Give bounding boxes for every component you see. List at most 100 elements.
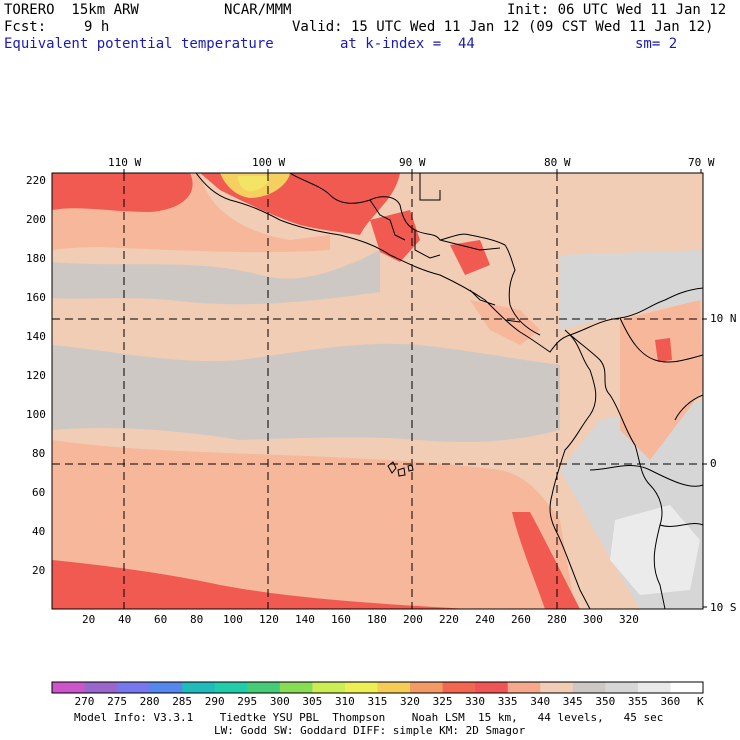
colorbar-swatch (149, 682, 183, 693)
plot-frame (51, 172, 704, 610)
field-patch-335-nw (52, 173, 193, 212)
colorbar-swatch (312, 682, 346, 693)
org-name: NCAR/MMM (224, 2, 292, 18)
valid-time: Valid: 15 UTC Wed 11 Jan 12 (09 CST Wed … (292, 19, 714, 35)
y-label: 120 (26, 369, 46, 382)
colorbar-swatch (670, 682, 704, 693)
x-label: 80 (190, 613, 204, 626)
x-label: 60 (154, 613, 168, 626)
forecast-hour: 9 h (84, 19, 110, 35)
x-label: 100 (223, 613, 243, 626)
colorbar-swatch (637, 682, 671, 693)
colorbar-label: 300 (269, 695, 290, 708)
colorbar-label: 350 (595, 695, 616, 708)
colorbar-swatch (52, 682, 86, 693)
lon-label-70w: 70 W (688, 156, 715, 169)
lat-label-10n: 10 N (710, 312, 737, 325)
colorbar-unit: K (697, 695, 704, 708)
field-patch-335-centam (370, 210, 420, 262)
colorbar-label: 320 (400, 695, 420, 708)
field-band-350-north (52, 250, 380, 305)
y-label: 160 (26, 291, 46, 304)
x-label: 240 (475, 613, 495, 626)
y-label: 220 (26, 174, 46, 187)
smoothing-label: sm= 2 (635, 36, 678, 52)
field-patch-340-colombia (620, 300, 703, 460)
colorbar-label: 270 (74, 695, 95, 708)
x-label: 260 (511, 613, 531, 626)
colorbar-label: 355 (627, 695, 648, 708)
colorbar-label: 280 (139, 695, 160, 708)
colorbar-swatch (475, 682, 509, 693)
field-patch-315 (238, 176, 270, 192)
model-name: TORERO 15km ARW (4, 2, 139, 18)
y-label: 200 (26, 213, 46, 226)
colorbar-label: 330 (465, 695, 486, 708)
model-info-line2: LW: Godd SW: Goddard DIFF: simple KM: 2D… (214, 724, 526, 737)
colorbar-label: 360 (660, 695, 681, 708)
x-label: 160 (331, 613, 351, 626)
forecast-label: Fcst: (4, 19, 47, 35)
lat-label-0: 0 (710, 457, 717, 470)
colorbar-label: 285 (172, 695, 193, 708)
colorbar-label: 310 (334, 695, 355, 708)
temperature-field (52, 173, 703, 609)
y-label: 60 (32, 486, 46, 499)
field-band-350-central (52, 343, 560, 442)
colorbar-label: 335 (497, 695, 518, 708)
colorbar-swatch (377, 682, 411, 693)
lon-label-90w: 90 W (399, 156, 426, 169)
field-title: Equivalent potential temperature (4, 36, 274, 52)
x-label: 180 (367, 613, 387, 626)
y-label: 140 (26, 330, 46, 343)
lat-lon-gridlines (52, 173, 703, 609)
axis-ticks (123, 169, 707, 608)
y-label: 40 (32, 525, 46, 538)
model-info-line1: Model Info: V3.3.1 Tiedtke YSU PBL Thomp… (74, 711, 664, 724)
field-band-335-south (52, 560, 470, 609)
field-band-340-south (52, 440, 575, 609)
colorbar-label: 295 (237, 695, 258, 708)
field-patch-355-east (560, 250, 703, 330)
x-label: 200 (403, 613, 423, 626)
lat-label-10s: 10 S (710, 601, 737, 614)
colorbar (51, 681, 704, 694)
colorbar-label: 340 (530, 695, 551, 708)
colorbar-label: 325 (432, 695, 453, 708)
colorbar-swatch (410, 682, 444, 693)
colorbar-label: 290 (204, 695, 225, 708)
colorbar-label: 275 (107, 695, 127, 708)
colorbar-swatch (442, 682, 476, 693)
colorbar-frame (51, 681, 704, 694)
y-label: 80 (32, 447, 46, 460)
x-label: 20 (82, 613, 96, 626)
x-label: 140 (295, 613, 315, 626)
x-label: 120 (259, 613, 279, 626)
x-label: 220 (439, 613, 459, 626)
coastlines (195, 173, 703, 609)
level-label: at k-index = 44 (340, 36, 475, 52)
y-label: 180 (26, 252, 46, 265)
colorbar-swatch (605, 682, 639, 693)
colorbar-swatch (279, 682, 313, 693)
x-label: 320 (619, 613, 639, 626)
colorbar-swatch (84, 682, 118, 693)
colorbar-swatch (344, 682, 378, 693)
colorbar-label: 345 (562, 695, 583, 708)
colorbar-swatch (214, 682, 248, 693)
colorbar-swatch (182, 682, 216, 693)
colorbar-swatch (247, 682, 281, 693)
colorbar-swatch (540, 682, 574, 693)
x-label: 40 (118, 613, 132, 626)
colorbar-swatch (507, 682, 541, 693)
colorbar-label: 305 (302, 695, 323, 708)
field-band-335-coast (512, 512, 580, 609)
field-patch-335-colombia (655, 338, 672, 362)
colorbar-swatch (117, 682, 151, 693)
y-label: 100 (26, 408, 46, 421)
x-label: 280 (547, 613, 567, 626)
lon-label-110w: 110 W (108, 156, 142, 169)
field-patch-335-honduras (450, 240, 490, 275)
colorbar-label: 315 (367, 695, 388, 708)
